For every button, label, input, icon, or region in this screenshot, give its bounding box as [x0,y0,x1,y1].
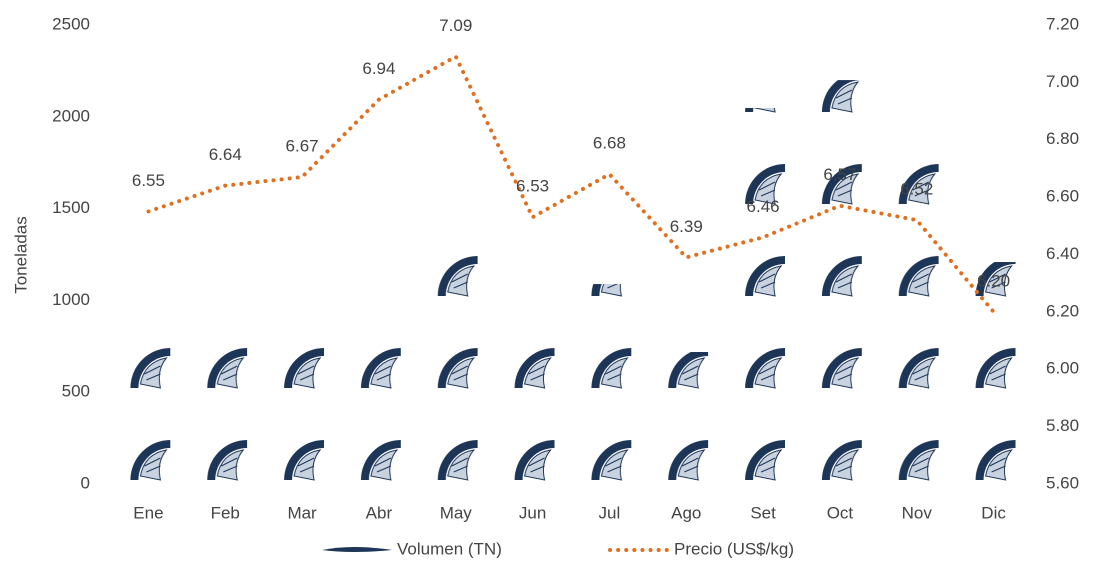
bar [971,262,1016,484]
bar [510,300,555,484]
bar [433,242,478,484]
y2-tick-label: 5.80 [1046,416,1079,435]
y2-tick-label: 6.00 [1046,359,1079,378]
x-tick-label: May [440,503,473,522]
bar-group [203,338,248,484]
bar [280,342,325,484]
data-label: 6.55 [132,171,165,190]
y2-tick-label: 7.00 [1046,72,1079,91]
x-tick-label: Nov [902,503,933,522]
x-tick-label: Set [750,503,776,522]
bar [817,80,862,484]
y2-tick-label: 6.20 [1046,301,1079,320]
y-axis-title: Toneladas [11,216,30,294]
y2-tick-label: 7.20 [1046,14,1079,33]
bar-group [433,242,478,484]
y2-tick-label: 5.60 [1046,473,1079,492]
bar [741,107,786,485]
bar-group [817,80,862,484]
legend-label: Precio (US$/kg) [674,539,794,558]
data-label: 6.64 [209,145,242,164]
y2-tick-label: 6.60 [1046,187,1079,206]
y2-tick-label: 6.40 [1046,244,1079,263]
bar [664,351,709,484]
data-label: 6.46 [747,197,780,216]
data-label: 6.39 [670,217,703,236]
y-tick-label: 2500 [52,14,90,33]
bar [356,336,401,484]
price-line [146,53,996,314]
x-tick-label: Dic [981,503,1006,522]
y-tick-label: 1500 [52,198,90,217]
bar-group [894,152,939,484]
y-tick-label: 500 [62,382,90,401]
x-tick-label: Ago [671,503,701,522]
bar-group [126,331,171,484]
legend-swatch [322,547,392,552]
y2-tick-label: 6.80 [1046,129,1079,148]
bar-group [741,107,786,485]
x-tick-label: Ene [133,503,163,522]
bar-group [664,351,709,484]
x-tick-label: Oct [827,503,854,522]
data-label: 7.09 [439,16,472,35]
y-tick-label: 2000 [52,106,90,125]
y-tick-label: 1000 [52,290,90,309]
data-label: 6.68 [593,134,626,153]
y-tick-label: 0 [81,473,90,492]
data-label: 6.52 [900,180,933,199]
x-tick-label: Abr [366,503,393,522]
bar [587,284,632,484]
data-label: 6.20 [977,271,1010,290]
bar [126,331,171,484]
data-label: 6.67 [286,137,319,156]
x-tick-label: Feb [211,503,240,522]
bar-group [356,336,401,484]
bar-group [587,284,632,484]
data-label: 6.53 [516,177,549,196]
legend-label: Volumen (TN) [397,539,502,558]
data-label: 6.94 [362,59,395,78]
bar [203,338,248,484]
bar [894,152,939,484]
x-tick-label: Mar [287,503,317,522]
bar-group [510,300,555,484]
bar-group [971,262,1016,484]
data-label: 6.57 [823,165,856,184]
bar-group [280,342,325,484]
x-tick-label: Jul [599,503,621,522]
x-tick-label: Jun [519,503,546,522]
